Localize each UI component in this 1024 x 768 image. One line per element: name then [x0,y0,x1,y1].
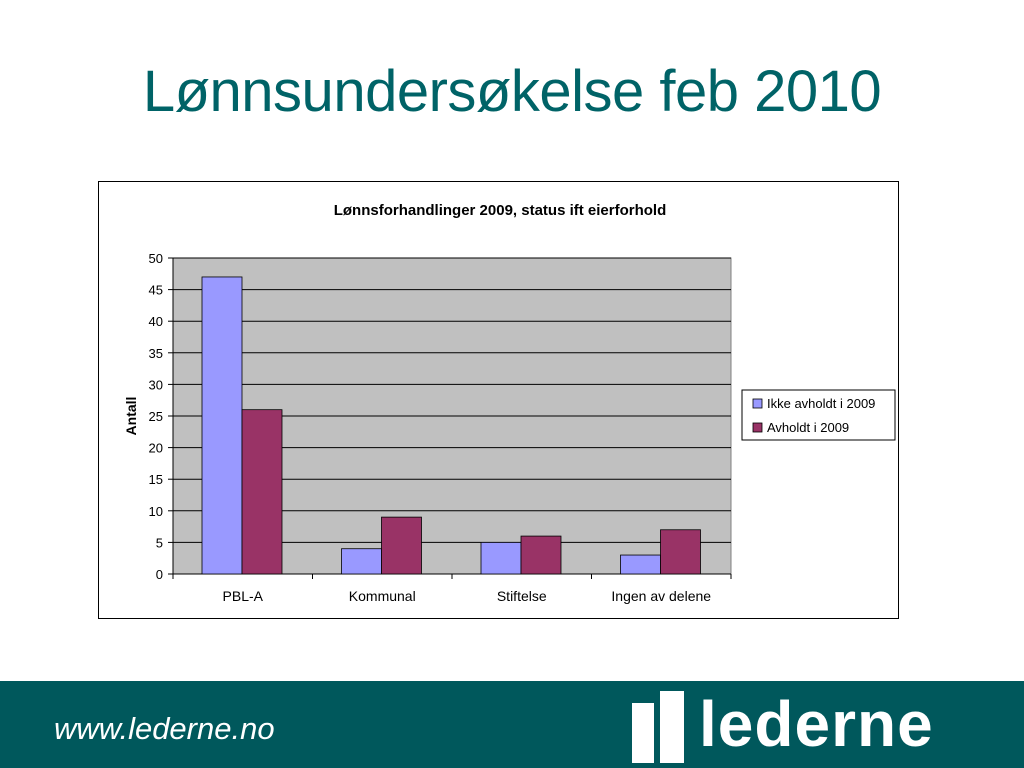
slide-title: Lønnsundersøkelse feb 2010 [142,59,882,124]
lederne-logo: lederne [632,688,992,763]
legend-label: Ikke avholdt i 2009 [767,396,875,411]
x-tick-label: Ingen av delene [611,588,711,604]
x-tick-label: Stiftelse [497,588,547,604]
y-tick-label: 25 [149,409,163,424]
bar-avholdt [660,529,701,575]
bar-avholdt [241,409,283,575]
bar-ikke-avholdt [620,554,661,575]
y-tick-label: 45 [149,283,163,298]
x-tick-label: Kommunal [349,588,416,604]
y-tick-label: 15 [149,472,163,487]
y-tick-label: 30 [149,377,163,392]
bar-ikke-avholdt [341,548,382,575]
footer-bar: www.lederne.no lederne [0,681,1024,768]
chart-title: Lønnsforhandlinger 2009, status ift eier… [334,202,667,219]
logo-wordmark: lederne [699,688,934,760]
y-tick-label: 50 [149,251,163,266]
y-tick-label: 5 [156,535,163,550]
legend-label: Avholdt i 2009 [767,420,849,435]
y-tick-label: 20 [149,441,163,456]
bar-ikke-avholdt [480,541,522,575]
bar-avholdt [520,535,562,575]
y-tick-label: 40 [149,314,163,329]
x-tick-label: PBL-A [223,588,264,604]
logo-mark-icon [632,691,684,763]
y-axis-label: Antall [123,397,139,436]
bar-chart: Lønnsforhandlinger 2009, status ift eier… [123,202,896,604]
y-tick-label: 0 [156,567,163,582]
chart-frame: Lønnsforhandlinger 2009, status ift eier… [98,181,899,619]
bar-avholdt [381,516,422,575]
y-tick-label: 10 [149,504,163,519]
y-tick-label: 35 [149,346,163,361]
bar-ikke-avholdt [201,276,243,575]
footer-url-link[interactable]: www.lederne.no [54,711,275,746]
legend-swatch [752,398,763,409]
legend-swatch [752,422,763,433]
legend-box [741,389,896,441]
